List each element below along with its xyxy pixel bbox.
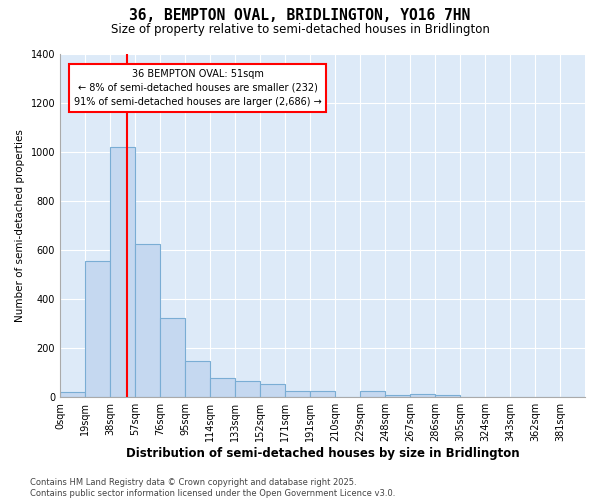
Y-axis label: Number of semi-detached properties: Number of semi-detached properties <box>15 129 25 322</box>
Text: 36, BEMPTON OVAL, BRIDLINGTON, YO16 7HN: 36, BEMPTON OVAL, BRIDLINGTON, YO16 7HN <box>130 8 470 22</box>
Text: Size of property relative to semi-detached houses in Bridlington: Size of property relative to semi-detach… <box>110 22 490 36</box>
Bar <box>260 384 285 397</box>
Bar <box>310 391 335 397</box>
Bar <box>85 261 110 397</box>
Bar <box>235 382 260 397</box>
Bar <box>410 394 435 397</box>
Text: Contains HM Land Registry data © Crown copyright and database right 2025.
Contai: Contains HM Land Registry data © Crown c… <box>30 478 395 498</box>
Bar <box>285 391 310 397</box>
Text: 36 BEMPTON OVAL: 51sqm
← 8% of semi-detached houses are smaller (232)
91% of sem: 36 BEMPTON OVAL: 51sqm ← 8% of semi-deta… <box>74 68 322 106</box>
X-axis label: Distribution of semi-detached houses by size in Bridlington: Distribution of semi-detached houses by … <box>126 447 520 460</box>
Bar <box>160 318 185 397</box>
Bar <box>435 395 460 397</box>
Bar <box>60 392 85 397</box>
Bar <box>135 244 160 397</box>
Bar <box>185 361 210 397</box>
Bar <box>360 391 385 397</box>
Bar <box>210 378 235 397</box>
Bar <box>110 147 135 397</box>
Bar <box>385 395 410 397</box>
